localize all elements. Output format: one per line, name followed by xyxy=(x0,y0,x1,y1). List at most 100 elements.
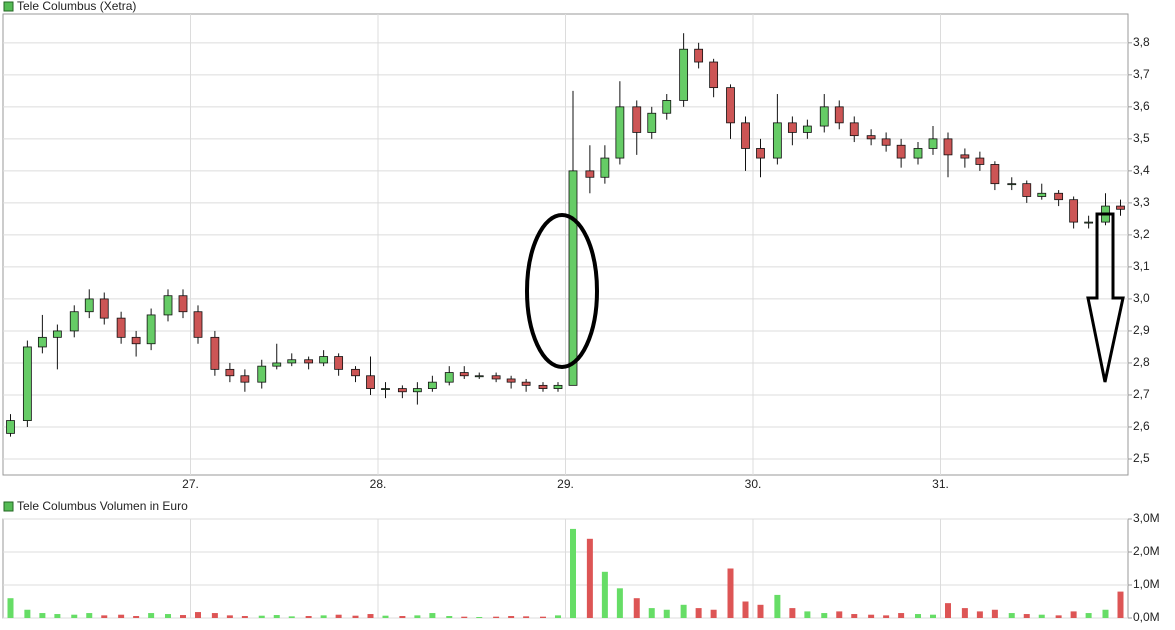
candle-body xyxy=(1069,199,1079,223)
y-tick-label: 3,7 xyxy=(1133,67,1150,81)
volume-bar xyxy=(1085,613,1092,618)
volume-bar xyxy=(727,568,734,618)
volume-bar xyxy=(1070,611,1077,618)
volume-bar xyxy=(991,609,998,618)
volume-bar xyxy=(804,611,811,618)
candle-body xyxy=(521,381,531,386)
volume-bar xyxy=(273,615,280,618)
volume-bar xyxy=(508,616,515,618)
candle-body xyxy=(600,157,610,178)
y-tick-label: 3,0M xyxy=(1133,511,1160,525)
x-tick-label: 31. xyxy=(932,477,949,491)
candle-body xyxy=(694,48,704,63)
volume-bar xyxy=(680,604,687,618)
volume-bar xyxy=(493,616,500,618)
candle-body xyxy=(178,295,188,313)
candle-body xyxy=(427,381,437,389)
y-tick-label: 1,0M xyxy=(1133,577,1160,591)
volume-bar xyxy=(429,613,436,618)
volume-bar xyxy=(165,614,171,618)
volume-bar xyxy=(868,614,875,618)
volume-bar xyxy=(352,615,359,618)
volume-bar xyxy=(742,601,749,618)
candle-body xyxy=(819,106,829,127)
candle-body xyxy=(6,420,15,434)
legend-swatch xyxy=(3,1,14,12)
y-tick-label: 2,5 xyxy=(1133,451,1150,465)
x-tick-label: 27. xyxy=(182,477,199,491)
candle-body xyxy=(491,375,501,380)
candle-body xyxy=(1054,192,1064,201)
volume-bar xyxy=(1008,613,1015,618)
candle-body xyxy=(741,122,750,149)
candle-body xyxy=(662,100,672,114)
volume-bar xyxy=(898,613,905,618)
volume-bar xyxy=(789,608,796,618)
candle-body xyxy=(412,388,422,393)
candle-body xyxy=(834,106,844,124)
volume-bar xyxy=(399,616,406,618)
volume-bar xyxy=(836,611,843,618)
volume-bar xyxy=(883,615,890,618)
volume-bar xyxy=(86,613,93,618)
y-tick-label: 3,0 xyxy=(1133,291,1150,305)
candle-body xyxy=(896,144,906,159)
volume-bar xyxy=(961,608,968,618)
volume-bar xyxy=(226,615,233,618)
volume-bar xyxy=(930,614,936,618)
volume-bar xyxy=(367,614,374,618)
volume-bar xyxy=(915,614,921,618)
candle-body xyxy=(881,138,891,146)
candle-body xyxy=(849,122,859,137)
y-tick-label: 3,2 xyxy=(1133,227,1150,241)
volume-bar xyxy=(695,608,702,618)
y-tick-label: 3,4 xyxy=(1133,163,1150,177)
candle-body xyxy=(474,375,484,378)
y-tick-label: 2,9 xyxy=(1133,323,1150,337)
volume-bar xyxy=(335,614,342,618)
candle-body xyxy=(287,359,297,364)
candle-body xyxy=(787,122,797,133)
candle-body xyxy=(990,164,1000,185)
candle-body xyxy=(772,122,782,159)
y-tick-label: 3,5 xyxy=(1133,131,1150,145)
candle-body xyxy=(1116,205,1125,210)
legend-swatch xyxy=(3,501,14,512)
volume-bar xyxy=(601,571,608,618)
volume-bar xyxy=(555,615,561,618)
volume-bar xyxy=(320,615,327,618)
volume-bar xyxy=(633,598,640,618)
candle-body xyxy=(37,336,47,348)
volume-bar xyxy=(305,616,312,618)
candle-body xyxy=(1022,183,1032,197)
x-tick-label: 29. xyxy=(557,477,574,491)
volume-bar xyxy=(540,616,546,618)
candle-body xyxy=(334,356,344,370)
volume-bar xyxy=(616,588,623,618)
y-tick-label: 3,6 xyxy=(1133,99,1150,113)
volume-bar xyxy=(570,528,576,618)
candle-body xyxy=(193,311,203,338)
x-tick-label: 28. xyxy=(370,477,387,491)
volume-bar xyxy=(476,617,483,618)
volume-bar xyxy=(1102,609,1109,618)
candle-body xyxy=(615,106,625,159)
y-tick-label: 3,3 xyxy=(1133,195,1150,209)
candle-body xyxy=(1037,192,1047,197)
candle-body xyxy=(366,375,375,389)
volume-bar xyxy=(241,616,248,618)
candle-body xyxy=(568,170,578,386)
y-tick-label: 2,8 xyxy=(1133,355,1150,369)
candle-body xyxy=(240,375,250,383)
candle-body xyxy=(459,372,469,377)
candle-body xyxy=(52,330,62,338)
candle-body xyxy=(913,148,923,159)
y-tick-label: 2,0M xyxy=(1133,544,1160,558)
y-tick-label: 2,7 xyxy=(1133,387,1150,401)
candle-body xyxy=(756,148,765,159)
volume-bar xyxy=(414,615,421,618)
volume-bar xyxy=(586,538,593,618)
candle-body xyxy=(116,317,126,338)
candle-body xyxy=(866,135,876,140)
